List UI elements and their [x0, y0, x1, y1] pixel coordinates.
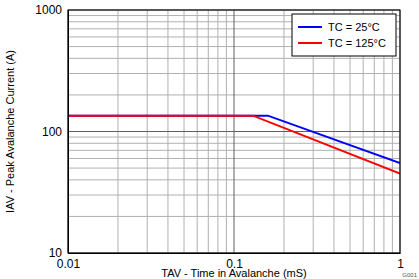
- chart: 0.010.11101001000TC = 25°CTC = 125°CTAV …: [0, 0, 419, 279]
- y-tick: 100: [42, 125, 68, 139]
- x-tick-label: 1: [397, 257, 404, 271]
- y-tick: 10: [49, 246, 68, 260]
- series-group: [68, 116, 400, 174]
- y-axis: 10 100 1000: [35, 3, 68, 260]
- y-tick-label: 100: [42, 125, 62, 139]
- legend-swatch: [298, 42, 322, 44]
- legend-box: [292, 14, 396, 56]
- legend-label: TC = 25°C: [328, 21, 380, 33]
- x-tick: 1: [397, 253, 404, 271]
- plot-frame: [68, 10, 400, 253]
- annotation: G001: [402, 272, 417, 278]
- x-axis-title: TAV - Time in Avalanche (mS): [161, 267, 307, 279]
- series-line: [68, 116, 400, 163]
- legend-swatch: [298, 26, 322, 28]
- y-axis-line: [68, 11, 69, 254]
- legend: TC = 25°C TC = 125°C: [292, 14, 396, 56]
- x-axis-line: [69, 253, 401, 254]
- series-line: [68, 116, 400, 174]
- y-axis-title: IAV - Peak Avalanche Current (A): [4, 50, 16, 213]
- y-tick-label: 10: [49, 246, 63, 260]
- plot: 0.010.11101001000TC = 25°CTC = 125°C: [35, 3, 404, 270]
- y-tick: 1000: [35, 3, 68, 17]
- legend-label: TC = 125°C: [328, 37, 386, 49]
- grid-line: [68, 131, 400, 132]
- grid: [68, 10, 400, 253]
- y-tick-label: 1000: [35, 3, 62, 17]
